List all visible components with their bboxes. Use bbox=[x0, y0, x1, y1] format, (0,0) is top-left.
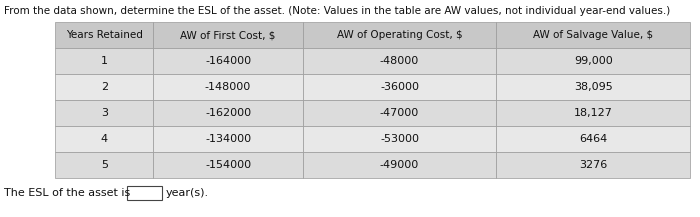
Bar bbox=[302, 152, 496, 178]
Text: AW of Operating Cost, $: AW of Operating Cost, $ bbox=[337, 30, 462, 40]
Text: -53000: -53000 bbox=[380, 134, 419, 144]
Text: year(s).: year(s). bbox=[166, 188, 209, 198]
Bar bbox=[153, 126, 302, 152]
Text: -49000: -49000 bbox=[380, 160, 419, 170]
Bar bbox=[302, 100, 496, 126]
Text: 2: 2 bbox=[101, 82, 108, 92]
Text: -48000: -48000 bbox=[380, 56, 419, 66]
Bar bbox=[302, 22, 496, 48]
Text: From the data shown, determine the ESL of the asset. (Note: Values in the table : From the data shown, determine the ESL o… bbox=[4, 6, 671, 16]
Bar bbox=[153, 152, 302, 178]
Bar bbox=[302, 48, 496, 74]
Text: AW of Salvage Value, $: AW of Salvage Value, $ bbox=[533, 30, 653, 40]
Bar bbox=[55, 152, 153, 178]
Bar bbox=[496, 152, 690, 178]
Bar bbox=[127, 186, 162, 200]
Bar bbox=[55, 100, 153, 126]
Text: The ESL of the asset is: The ESL of the asset is bbox=[4, 188, 130, 198]
Text: -47000: -47000 bbox=[380, 108, 419, 118]
Text: 1: 1 bbox=[101, 56, 108, 66]
Bar bbox=[153, 74, 302, 100]
Text: 4: 4 bbox=[101, 134, 108, 144]
Bar bbox=[153, 22, 302, 48]
Text: 38,095: 38,095 bbox=[574, 82, 612, 92]
Bar bbox=[496, 22, 690, 48]
Text: -148000: -148000 bbox=[205, 82, 251, 92]
Text: -154000: -154000 bbox=[205, 160, 251, 170]
Text: -164000: -164000 bbox=[205, 56, 251, 66]
Text: 5: 5 bbox=[101, 160, 108, 170]
Bar bbox=[302, 126, 496, 152]
Bar bbox=[55, 48, 153, 74]
Bar bbox=[55, 126, 153, 152]
Text: 99,000: 99,000 bbox=[574, 56, 612, 66]
Text: 6464: 6464 bbox=[579, 134, 608, 144]
Text: -134000: -134000 bbox=[205, 134, 251, 144]
Text: 3276: 3276 bbox=[579, 160, 608, 170]
Bar bbox=[496, 48, 690, 74]
Bar bbox=[496, 74, 690, 100]
Bar bbox=[55, 22, 153, 48]
Bar bbox=[153, 48, 302, 74]
Bar bbox=[496, 100, 690, 126]
Text: -36000: -36000 bbox=[380, 82, 419, 92]
Bar bbox=[153, 100, 302, 126]
Text: -162000: -162000 bbox=[205, 108, 251, 118]
Text: 18,127: 18,127 bbox=[574, 108, 612, 118]
Text: AW of First Cost, $: AW of First Cost, $ bbox=[181, 30, 276, 40]
Bar bbox=[55, 74, 153, 100]
Bar bbox=[302, 74, 496, 100]
Text: 3: 3 bbox=[101, 108, 108, 118]
Text: Years Retained: Years Retained bbox=[66, 30, 143, 40]
Bar bbox=[496, 126, 690, 152]
